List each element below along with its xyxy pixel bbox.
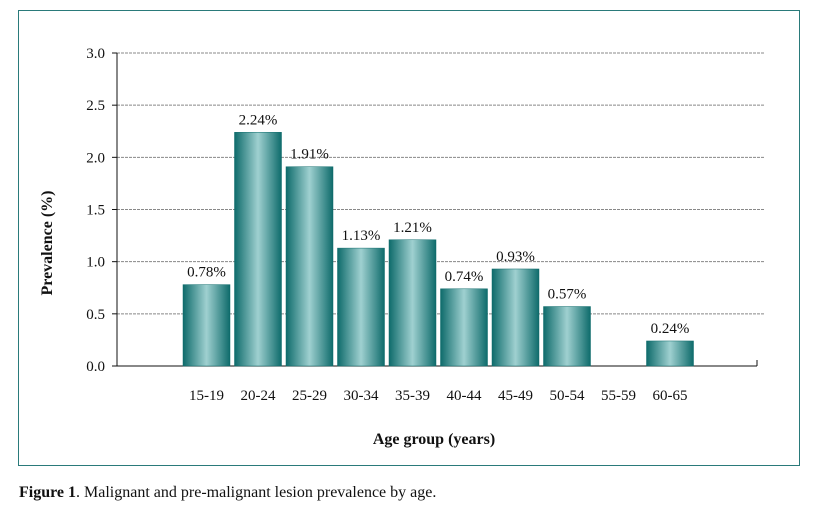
bars (182, 132, 694, 367)
caption-label: Figure 1 (19, 484, 77, 501)
caption-text: . Malignant and pre-malignant lesion pre… (76, 484, 437, 501)
bar (234, 132, 282, 367)
x-tick-label: 45-49 (498, 388, 533, 404)
bar (337, 247, 385, 367)
y-tick-label: 2.5 (86, 98, 105, 114)
x-tick-label: 50-54 (550, 388, 585, 404)
bar-value-label: 1.91% (290, 147, 329, 163)
x-tick-label: 25-29 (292, 388, 327, 404)
y-axis-title: Prevalence (%) (39, 191, 56, 296)
y-tick-label: 2.0 (86, 150, 105, 166)
bar (646, 340, 694, 367)
bar-value-label: 0.93% (496, 249, 535, 265)
bar (440, 288, 488, 367)
x-tick-label: 15-19 (189, 388, 224, 404)
data-labels: 0.78% 2.24% 1.91% 1.13% 1.21% 0.74% 0.93% 0.57%… (187, 112, 689, 337)
bar-value-label: 1.21% (393, 220, 432, 236)
y-tick-label: 0.5 (86, 307, 105, 323)
x-tick-label: 20-24 (241, 388, 276, 404)
x-tick-label: 55-59 (601, 388, 636, 404)
x-axis-title: Age group (years) (373, 431, 495, 448)
x-tick-label: 40-44 (447, 388, 482, 404)
bar (182, 284, 231, 367)
x-tick-label: 60-65 (653, 388, 688, 404)
bar (388, 239, 437, 367)
bar (491, 268, 540, 367)
gridlines (117, 52, 765, 315)
y-tick-label: 1.0 (86, 255, 105, 271)
y-tick-label: 1.5 (86, 203, 105, 219)
bar (285, 166, 334, 367)
bar-value-label: 0.78% (187, 265, 226, 281)
figure-frame (18, 10, 800, 466)
tick-labels: 0.0 0.5 1.0 1.5 2.0 2.5 3.0 15-19 20-24 25-29 30-3… (86, 46, 687, 404)
y-tick-label: 0.0 (86, 359, 105, 375)
x-tick-label: 35-39 (395, 388, 430, 404)
y-tick-label: 3.0 (86, 46, 105, 62)
bar-value-label: 0.74% (445, 269, 484, 285)
bar-value-label: 1.13% (342, 228, 381, 244)
bar-value-label: 0.57% (548, 287, 587, 303)
bar-value-label: 2.24% (239, 112, 278, 128)
figure-caption: Figure 1. Malignant and pre-malignant le… (19, 484, 436, 502)
bar (543, 306, 591, 367)
x-tick-label: 30-34 (344, 388, 379, 404)
bar-value-label: 0.24% (651, 321, 690, 337)
